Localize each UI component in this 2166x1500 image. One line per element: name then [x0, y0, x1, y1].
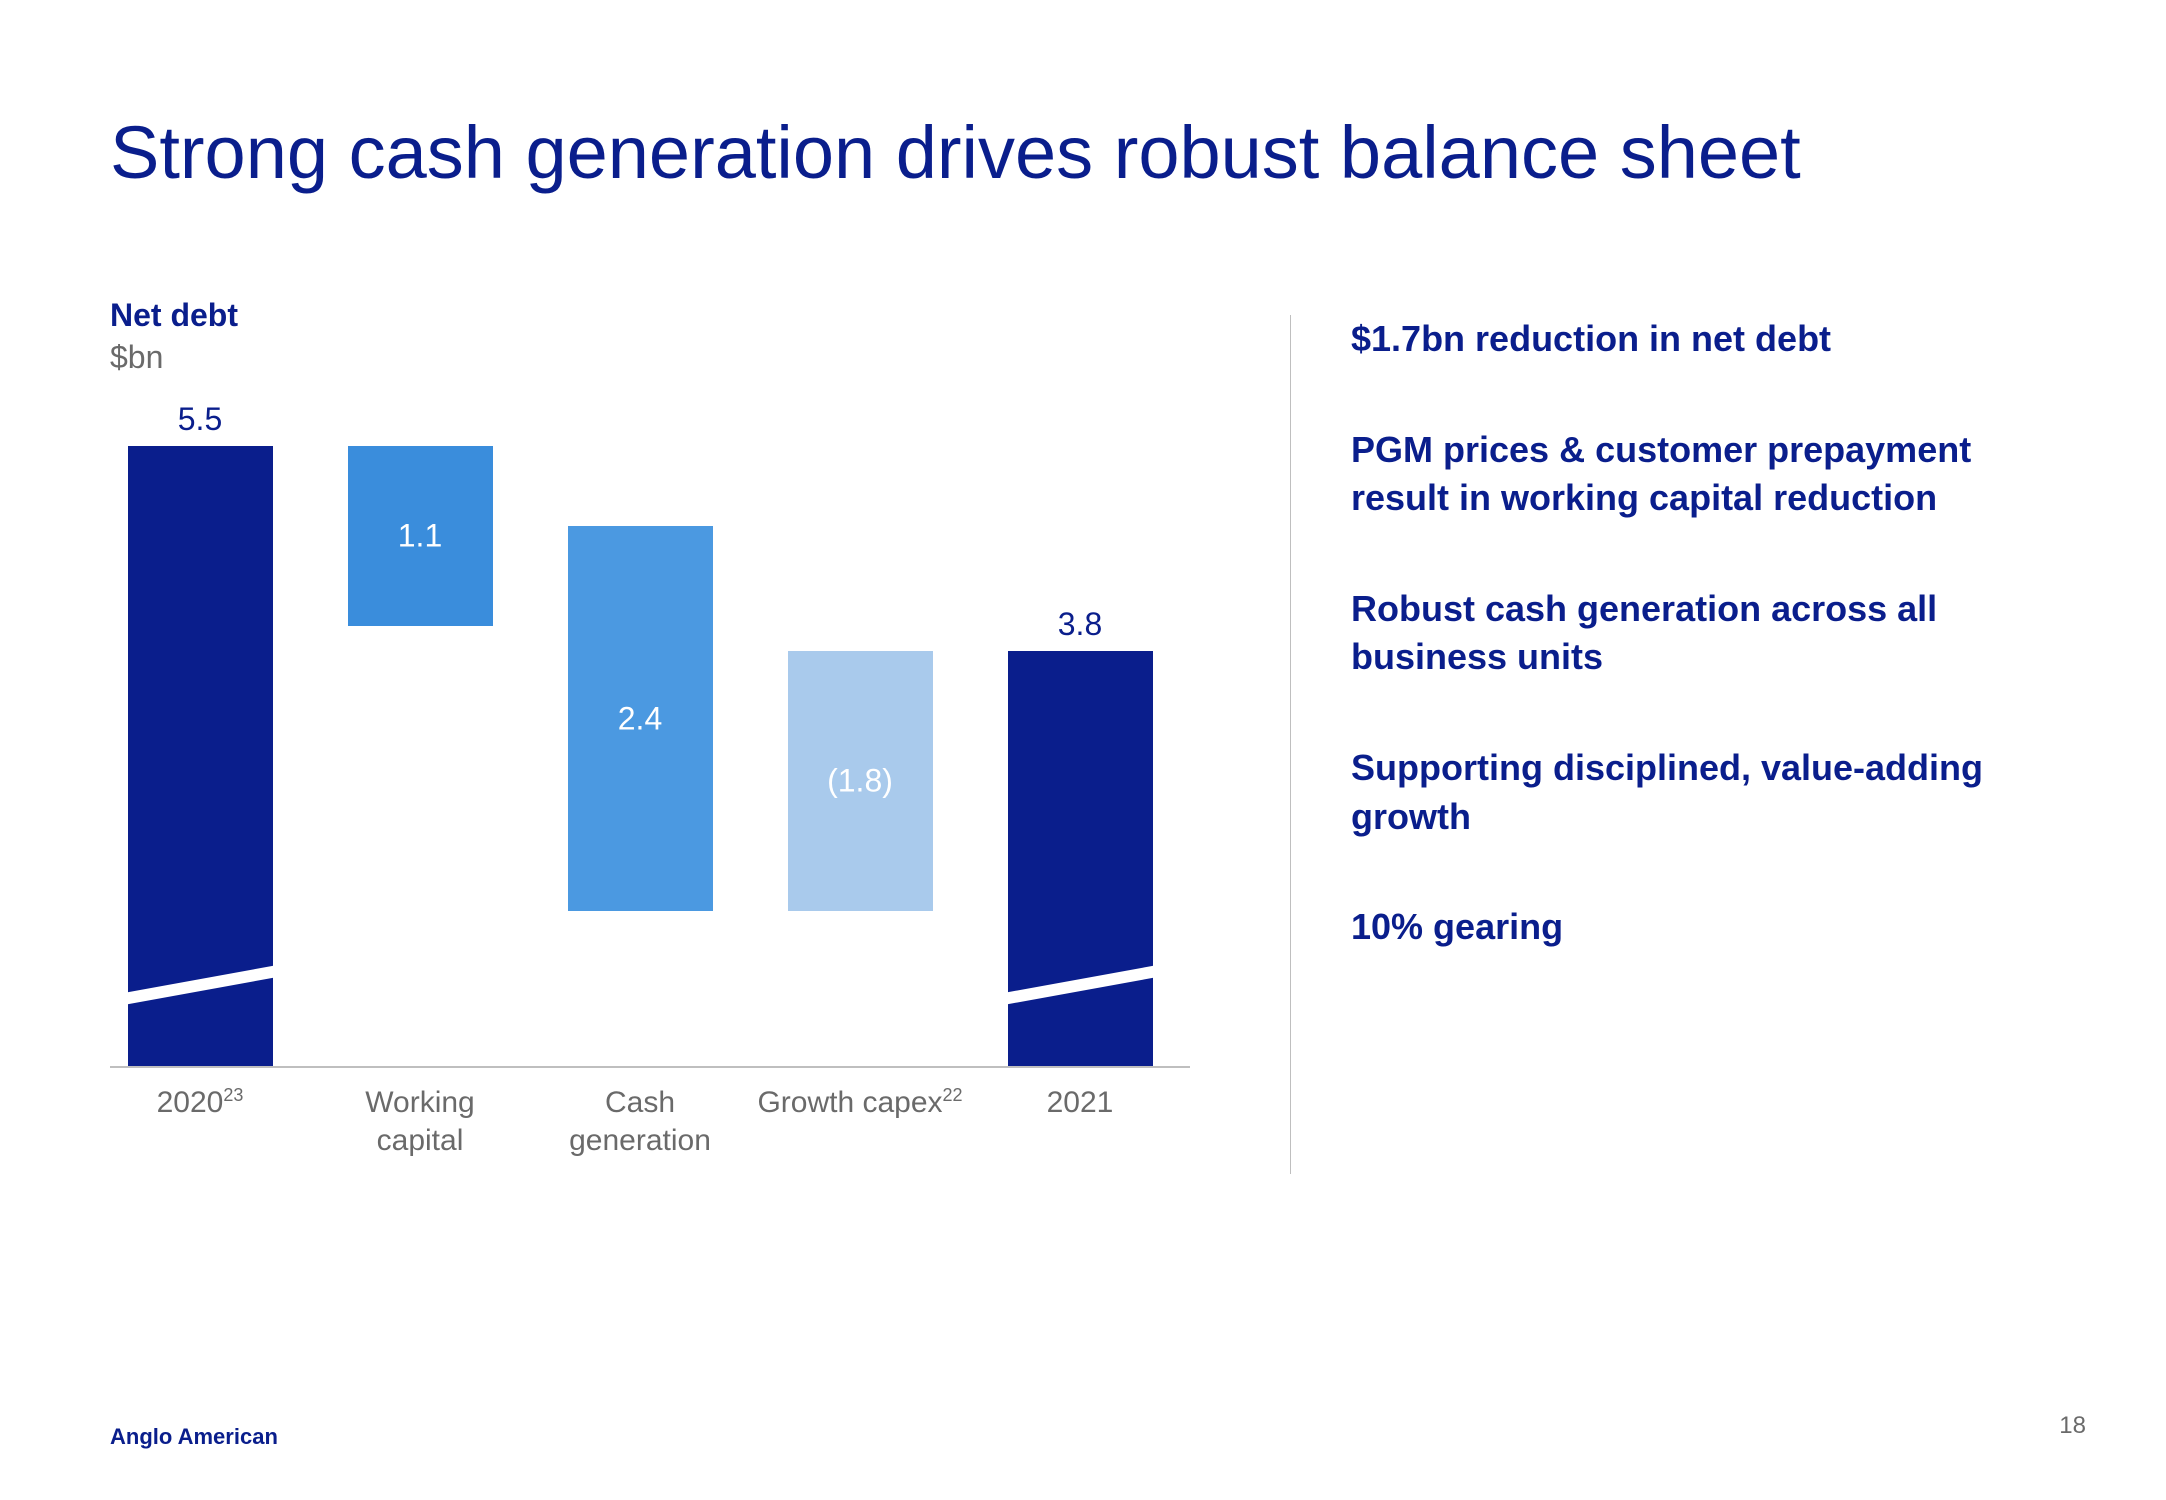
- x-axis-labels: 202023WorkingcapitalCashgenerationGrowth…: [110, 1084, 1190, 1174]
- bullet-item: 10% gearing: [1351, 903, 2056, 952]
- page-title: Strong cash generation drives robust bal…: [110, 110, 2056, 195]
- bar-b3: (1.8): [788, 651, 933, 911]
- content-row: Net debt $bn 5.5 1.1 2.4 (1.8) 3.8 202023Wor…: [110, 295, 2056, 1174]
- bar-value-label: 3.8: [1058, 606, 1102, 643]
- x-label: 202023: [90, 1084, 310, 1122]
- bar-value-label: 5.5: [178, 401, 222, 438]
- page-number: 18: [2059, 1412, 2086, 1440]
- y-axis-subtitle: $bn: [110, 337, 1230, 379]
- footer-logo: Anglo American: [110, 1424, 278, 1450]
- y-axis-title: Net debt: [110, 295, 1230, 337]
- bar-value-label: 1.1: [348, 518, 493, 555]
- bullets-column: $1.7bn reduction in net debt PGM prices &…: [1351, 295, 2056, 1174]
- axis-break-icon: [998, 956, 1163, 1006]
- bar-rect: 2.4: [568, 526, 713, 911]
- bar-b0: 5.5: [128, 401, 273, 1066]
- bar-b4: 3.8: [1008, 606, 1153, 1066]
- x-label: Workingcapital: [310, 1084, 530, 1159]
- bullet-item: PGM prices & customer prepayment result …: [1351, 426, 2056, 523]
- x-label: 2021: [970, 1084, 1190, 1122]
- bullet-item: Supporting disciplined, value-adding gro…: [1351, 744, 2056, 841]
- bar-b2: 2.4: [568, 526, 713, 911]
- bar-value-label: (1.8): [788, 763, 933, 800]
- x-label: Cashgeneration: [530, 1084, 750, 1159]
- slide: Strong cash generation drives robust bal…: [0, 0, 2166, 1500]
- bar-rect: [128, 446, 273, 1066]
- x-label: Growth capex22: [750, 1084, 970, 1122]
- bar-rect: 1.1: [348, 446, 493, 626]
- bullet-item: Robust cash generation across all busine…: [1351, 585, 2056, 682]
- axis-break-icon: [118, 956, 283, 1006]
- bar-b1: 1.1: [348, 446, 493, 626]
- chart-column: Net debt $bn 5.5 1.1 2.4 (1.8) 3.8 202023Wor…: [110, 295, 1230, 1174]
- bar-rect: [1008, 651, 1153, 1066]
- bar-value-label: 2.4: [568, 700, 713, 737]
- bar-rect: (1.8): [788, 651, 933, 911]
- vertical-divider: [1290, 315, 1291, 1174]
- bullet-item: $1.7bn reduction in net debt: [1351, 315, 2056, 364]
- plot-area: 5.51.12.4(1.8)3.8: [110, 408, 1190, 1068]
